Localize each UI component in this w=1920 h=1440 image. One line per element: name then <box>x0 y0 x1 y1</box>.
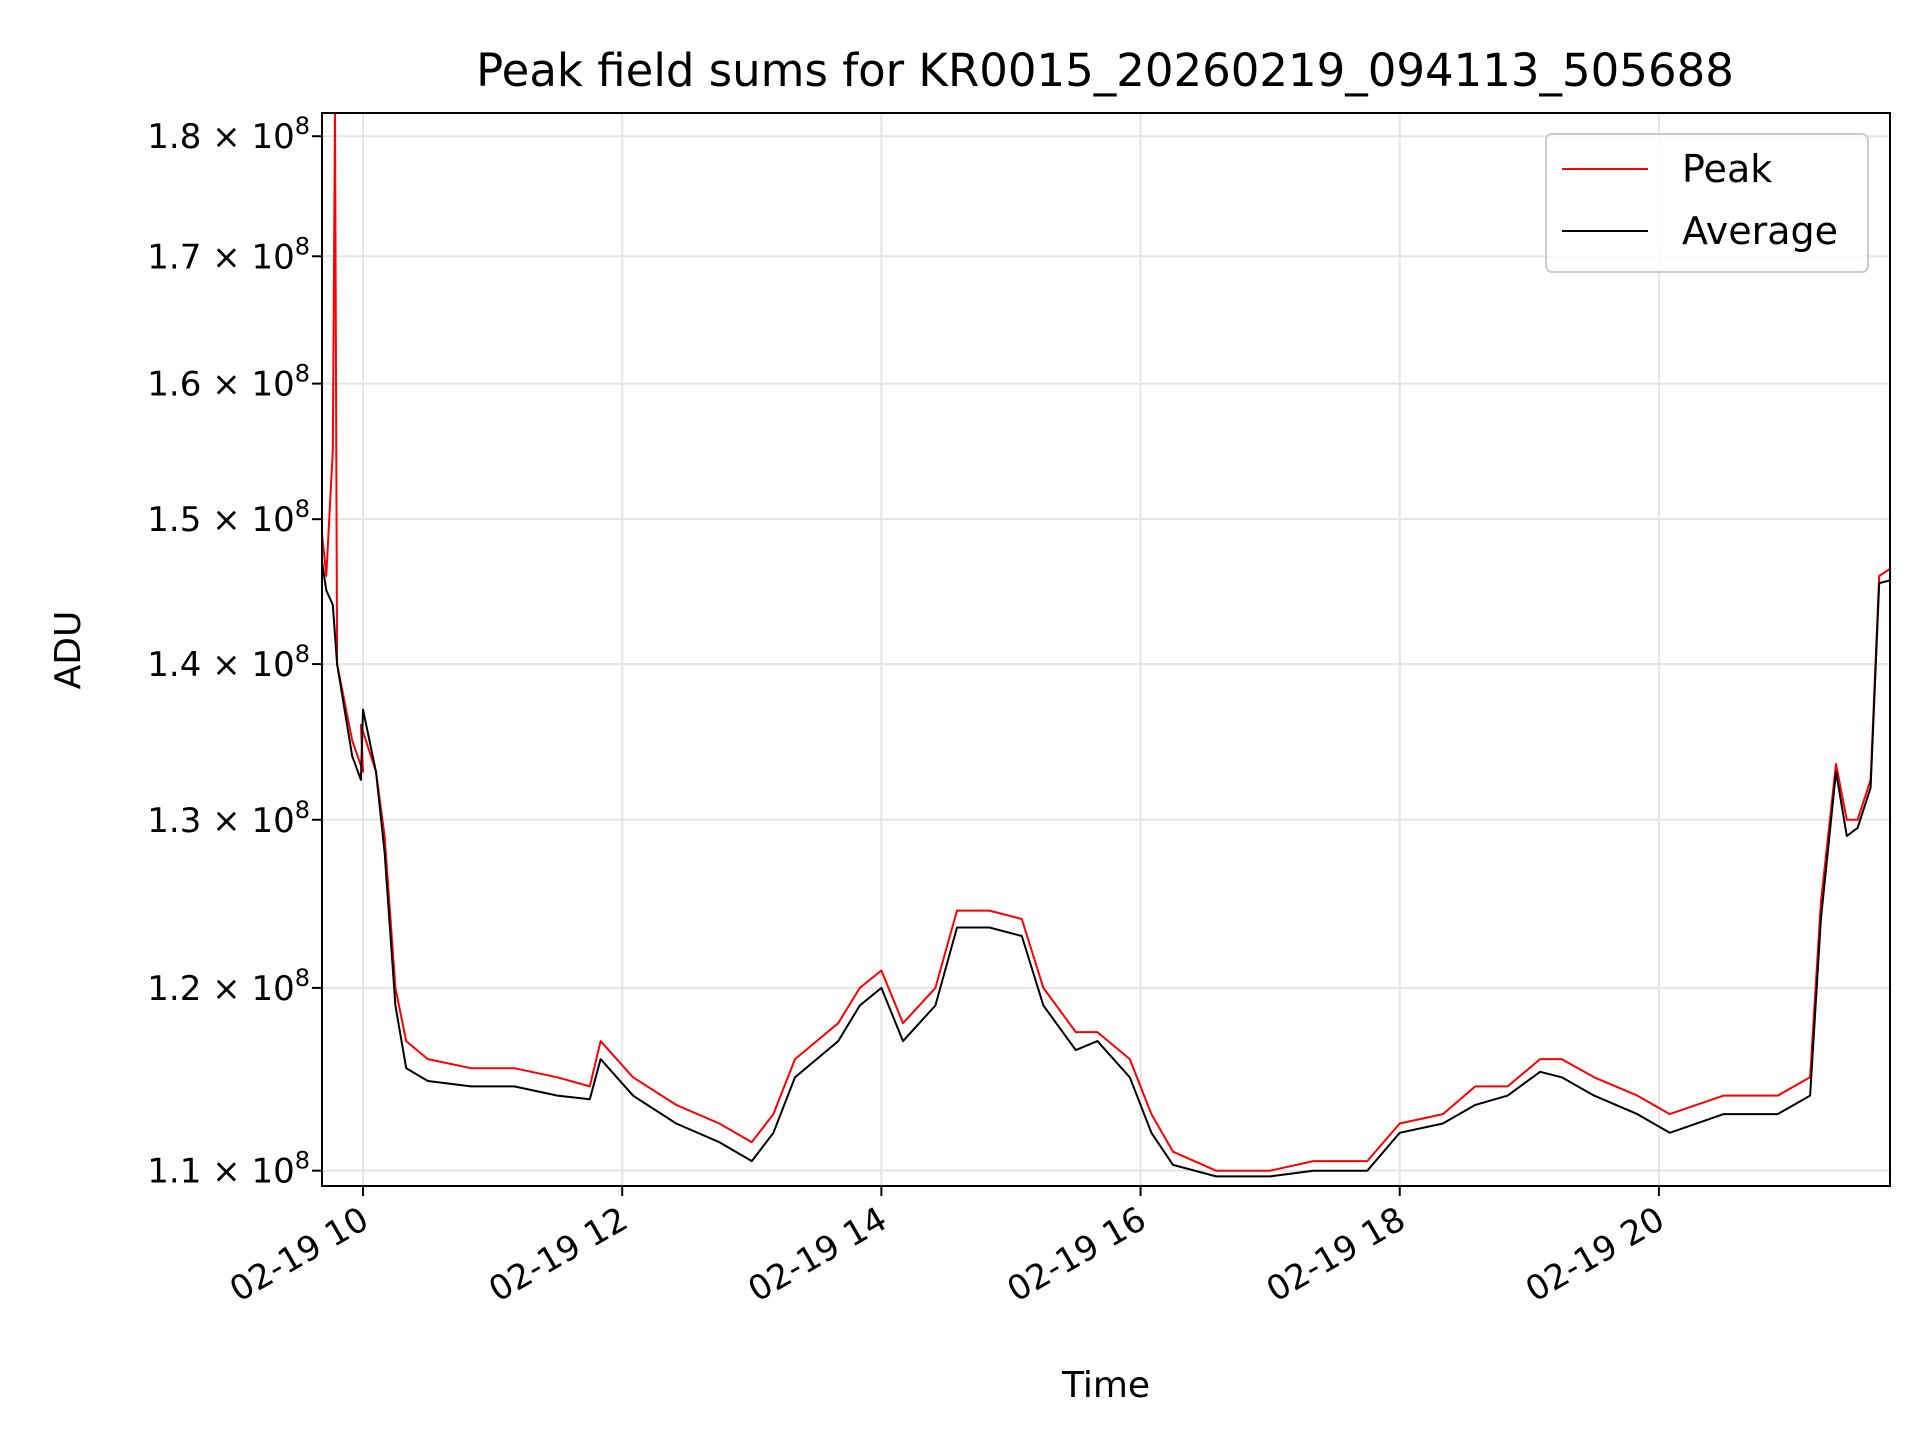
legend: Peak Average <box>1545 133 1869 273</box>
y-tick-label: 1.1 × 108 <box>147 1147 310 1192</box>
chart-title: Peak field sums for KR0015_20260219_0941… <box>476 44 1734 97</box>
x-axis-label: Time <box>1061 1365 1150 1406</box>
y-tick-label: 1.2 × 108 <box>147 964 310 1009</box>
legend-label-average: Average <box>1682 209 1838 253</box>
y-tick-label: 1.6 × 108 <box>147 360 310 405</box>
y-tick-label: 1.4 × 108 <box>147 640 310 685</box>
y-tick-label: 1.8 × 108 <box>147 112 310 157</box>
series-line-average <box>322 561 1890 1178</box>
series-line-peak <box>322 113 1890 1172</box>
legend-label-peak: Peak <box>1682 147 1772 191</box>
y-axis-ticks: 1.1 × 108 1.2 × 108 1.3 × 108 1.4 × 108 1.5 … <box>147 112 322 1192</box>
grid <box>322 113 1890 1186</box>
y-tick-label: 1.7 × 108 <box>147 232 310 277</box>
y-axis-label: ADU <box>48 611 89 690</box>
y-tick-label: 1.3 × 108 <box>147 796 310 841</box>
series-layer <box>322 113 1890 1178</box>
plot-frame <box>321 112 1891 1187</box>
y-tick-label: 1.5 × 108 <box>147 495 310 540</box>
